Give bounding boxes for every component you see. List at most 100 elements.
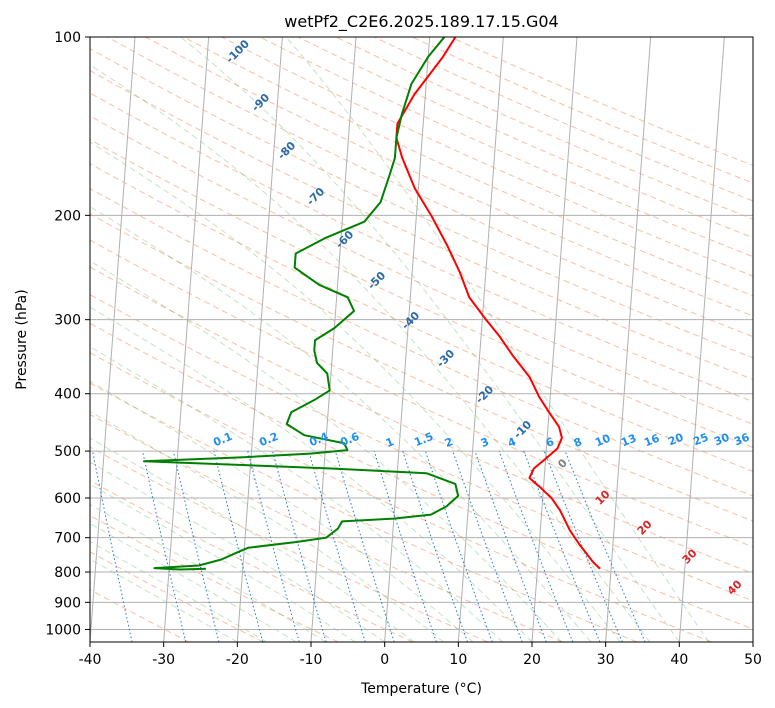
moist-adiabats [90, 37, 710, 642]
y-tick-label: 700 [54, 531, 81, 547]
mixing-ratio-lines [92, 450, 646, 642]
y-tick-label: 800 [54, 565, 81, 581]
dry-adiabat-line [90, 187, 753, 497]
x-axis-label: Temperature (°C) [360, 681, 482, 697]
moist-adiabat-line [90, 306, 533, 642]
isotherm-line [531, 37, 578, 642]
x-tick-label: 40 [670, 652, 688, 668]
isotherm-line [457, 37, 504, 642]
dry-adiabat-line [90, 266, 753, 575]
isotherm-line [605, 37, 652, 642]
x-axis: -40 -30 -20 -10 0 10 20 30 40 50 [79, 642, 762, 668]
mixing-ratio-label: 3 [479, 435, 491, 450]
moist-adiabat-line [90, 461, 385, 642]
mixing-ratio-line [247, 450, 300, 642]
chart-title: wetPf2_C2E6.2025.189.17.15.G04 [284, 12, 558, 32]
dry-adiabat-line [90, 352, 712, 642]
mixing-ratio-label: 13 [619, 432, 638, 450]
x-tick-label: 50 [744, 652, 762, 668]
isotherm-line [236, 37, 283, 642]
y-tick-label: 200 [54, 208, 81, 224]
moist-adiabat-line [90, 483, 356, 642]
moist-adiabat-line [90, 522, 297, 642]
dewpoint-profile-line [142, 37, 460, 571]
mixing-ratio-label: 10 [593, 432, 612, 450]
moist-adiabat-line [90, 260, 562, 642]
dry-adiabat-line [90, 322, 753, 630]
x-tick-label: -10 [300, 652, 323, 668]
mixing-ratio-label: 8 [572, 435, 584, 450]
dry-adiabats [90, 37, 753, 642]
mixing-ratio-line [334, 450, 395, 642]
dry-adiabat-line [90, 48, 753, 359]
y-tick-label: 400 [54, 387, 81, 403]
moist-adiabat-line [90, 346, 503, 642]
x-tick-label: 30 [597, 652, 615, 668]
y-tick-label: 900 [54, 595, 81, 611]
mixing-ratio-line [308, 450, 366, 642]
moist-adiabat-line [90, 380, 474, 642]
x-tick-label: 20 [523, 652, 541, 668]
y-tick-label: 500 [54, 444, 81, 460]
y-axis: 100 200 300 400 500 600 700 800 900 1000 [45, 30, 90, 638]
mixing-ratio-line [498, 450, 574, 642]
dry-adiabat-line [90, 115, 753, 425]
mixing-ratio-line [474, 450, 547, 642]
mixing-ratio-line [402, 450, 468, 642]
x-tick-label: -20 [226, 652, 249, 668]
moist-adiabat-line [285, 37, 710, 642]
mixing-ratio-label: 1 [384, 435, 396, 450]
isotherm-line [310, 37, 357, 642]
mixing-ratio-label: 20 [666, 431, 685, 449]
mixing-ratio-label: 36 [732, 431, 751, 449]
mixing-ratio-line [92, 451, 133, 642]
moist-adiabat-line [90, 206, 592, 642]
dry-adiabat-line [90, 138, 753, 449]
x-tick-label: -30 [152, 652, 175, 668]
mixing-ratio-line [272, 450, 327, 642]
moist-adiabat-line [90, 541, 268, 642]
dry-adiabat-line [183, 37, 753, 297]
isobars [90, 37, 753, 630]
x-tick-label: 0 [380, 652, 389, 668]
mixing-ratio-line [523, 450, 601, 642]
isotherm-line [163, 37, 210, 642]
mixing-ratio-label: 25 [691, 431, 710, 449]
mixing-ratio-line [172, 450, 220, 642]
y-tick-label: 300 [54, 313, 81, 329]
mixing-ratio-line [373, 450, 437, 642]
dry-adiabat-line [145, 37, 753, 317]
moist-adiabat-line [90, 141, 621, 642]
dry-adiabat-line [90, 413, 563, 642]
dry-adiabat-line [90, 589, 190, 642]
isotherms [90, 37, 753, 642]
mixing-ratio-label: 16 [642, 432, 661, 450]
mixing-ratio-line [142, 450, 187, 642]
dry-adiabat-line [90, 551, 264, 642]
moist-adiabat-line [90, 64, 651, 642]
mixing-ratio-label: 30 [712, 431, 731, 449]
moist-adiabat-line [90, 558, 238, 642]
dry-adiabat-line [90, 446, 488, 642]
y-tick-label: 100 [54, 30, 81, 46]
moist-adiabat-line [90, 437, 415, 642]
x-tick-label: -40 [79, 652, 102, 668]
moist-adiabat-line [180, 37, 680, 642]
dry-adiabat-line [90, 294, 753, 602]
isotherm-line [384, 37, 431, 642]
moist-adiabat-line [90, 410, 444, 642]
mixing-ratio-label: 2 [443, 435, 455, 450]
y-tick-label: 1000 [45, 622, 81, 638]
isotherm-line [678, 37, 725, 642]
dry-adiabat-line [90, 239, 753, 548]
x-tick-label: 10 [449, 652, 467, 668]
profiles [142, 37, 601, 571]
mixing-ratio-line [543, 450, 623, 642]
y-axis-label: Pressure (hPa) [14, 289, 30, 389]
plot-frame [89, 36, 754, 643]
mixing-ratio-line [564, 450, 646, 642]
y-tick-label: 600 [54, 491, 81, 507]
mixing-ratio-line [213, 450, 264, 642]
isotherm-line [90, 37, 136, 642]
